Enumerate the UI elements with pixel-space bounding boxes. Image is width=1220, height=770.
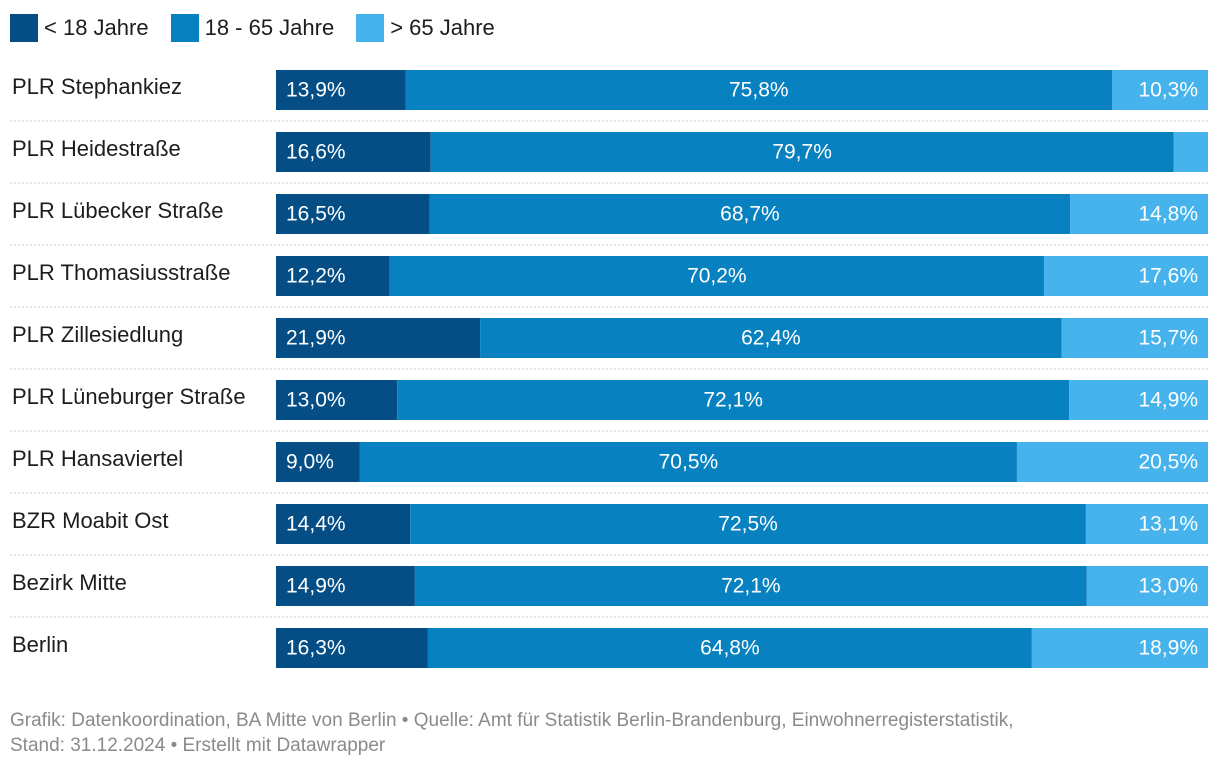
- data-label: 20,5%: [1138, 451, 1198, 474]
- bar-segment-2: [1043, 256, 1208, 296]
- stacked-bar-chart: PLR Stephankiez 13,9% 75,8% 10,3% PLR Heides…: [10, 70, 1208, 668]
- legend-item-2: > 65 Jahre: [356, 14, 495, 42]
- bar-row: PLR Lübecker Straße 16,5% 68,7% 14,8%: [10, 194, 1208, 246]
- bar-row: PLR Heidestraße 16,6% 79,7%: [10, 132, 1208, 184]
- bar-segment-1: [430, 132, 1174, 172]
- bar-row: PLR Lüneburger Straße 13,0% 72,1% 14,9%: [10, 380, 1208, 432]
- bar-segment-1: [405, 70, 1113, 110]
- bar-segment-0: [276, 194, 430, 234]
- data-label: 16,3%: [286, 637, 346, 660]
- category-label: PLR Lübecker Straße: [12, 198, 224, 223]
- data-label: 9,0%: [286, 451, 334, 474]
- bar-segment-2: [1086, 566, 1208, 606]
- category-label: PLR Lüneburger Straße: [12, 384, 246, 409]
- bar-segment-0: [276, 70, 406, 110]
- data-label: 21,9%: [286, 327, 346, 350]
- data-label: 14,9%: [1138, 389, 1198, 412]
- data-label: 14,4%: [286, 513, 346, 536]
- data-label: 16,5%: [286, 203, 346, 226]
- bar-row: PLR Zillesiedlung 21,9% 62,4% 15,7%: [10, 318, 1208, 370]
- bar-row: PLR Stephankiez 13,9% 75,8% 10,3%: [10, 70, 1208, 122]
- data-label: 70,5%: [659, 451, 719, 474]
- bar-row: PLR Hansaviertel 9,0% 70,5% 20,5%: [10, 442, 1208, 494]
- data-label: 18,9%: [1138, 637, 1198, 660]
- bar-segment-1: [414, 566, 1087, 606]
- bar-segment-2: [1061, 318, 1208, 358]
- data-label: 17,6%: [1138, 265, 1198, 288]
- legend-swatch: [10, 14, 38, 42]
- category-label: PLR Heidestraße: [12, 136, 181, 161]
- bar-segment-0: [276, 442, 360, 482]
- bar-row: Bezirk Mitte 14,9% 72,1% 13,0%: [10, 566, 1208, 618]
- data-label: 12,2%: [286, 265, 346, 288]
- bar-segment-2: [1069, 380, 1208, 420]
- bar-segment-0: [276, 256, 390, 296]
- bar-segment-2: [1031, 628, 1208, 668]
- bar-segment-1: [359, 442, 1017, 482]
- data-label: 14,9%: [286, 575, 346, 598]
- legend-item-1: 18 - 65 Jahre: [170, 14, 335, 42]
- bar-segment-1: [480, 318, 1062, 358]
- legend-label: < 18 Jahre: [44, 15, 149, 40]
- bar-segment-0: [276, 628, 428, 668]
- bar-segment-0: [276, 380, 398, 420]
- bar-segment-1: [397, 380, 1070, 420]
- category-label: PLR Hansaviertel: [12, 446, 183, 471]
- bar-row: BZR Moabit Ost 14,4% 72,5% 13,1%: [10, 504, 1208, 556]
- data-label: 13,0%: [1138, 575, 1198, 598]
- category-label: PLR Zillesiedlung: [12, 322, 183, 347]
- data-label: 14,8%: [1138, 203, 1198, 226]
- bar-segment-1: [429, 194, 1071, 234]
- chart-footer: Grafik: Datenkoordination, BA Mitte von …: [10, 708, 1210, 758]
- legend-item-0: < 18 Jahre: [10, 14, 149, 42]
- bar-segment-2: [1085, 504, 1208, 544]
- data-label: 62,4%: [741, 327, 801, 350]
- footer-date-line: Stand: 31.12.2024 • Erstellt mit Datawra…: [10, 735, 386, 756]
- data-label: 13,9%: [286, 79, 346, 102]
- bar-segment-0: [276, 504, 411, 544]
- data-label: 16,6%: [286, 141, 346, 164]
- legend-swatch: [170, 14, 199, 42]
- legend: < 18 Jahre 18 - 65 Jahre > 65 Jahre: [10, 12, 517, 44]
- category-label: PLR Thomasiusstraße: [12, 260, 230, 285]
- bar-segment-0: [276, 132, 431, 172]
- legend-swatch: [356, 14, 385, 42]
- category-label: Bezirk Mitte: [12, 570, 127, 595]
- bar-segment-0: [276, 566, 415, 606]
- bar-segment-2: [1173, 132, 1208, 172]
- data-label: 15,7%: [1138, 327, 1198, 350]
- category-label: PLR Stephankiez: [12, 74, 182, 99]
- data-label: 68,7%: [720, 203, 780, 226]
- bar-segment-0: [276, 318, 481, 358]
- legend-label: 18 - 65 Jahre: [204, 15, 335, 40]
- bar-segment-1: [410, 504, 1086, 544]
- bar-segment-1: [427, 628, 1032, 668]
- bar-segment-1: [389, 256, 1044, 296]
- category-label: BZR Moabit Ost: [12, 508, 168, 533]
- data-label: 72,5%: [718, 513, 778, 536]
- legend-label: > 65 Jahre: [390, 15, 495, 40]
- bar-row: Berlin 16,3% 64,8% 18,9%: [12, 628, 1208, 668]
- category-label: Berlin: [12, 632, 68, 657]
- data-label: 13,0%: [286, 389, 346, 412]
- bar-segment-2: [1070, 194, 1208, 234]
- bar-segment-2: [1016, 442, 1208, 482]
- data-label: 64,8%: [700, 637, 760, 660]
- data-label: 79,7%: [772, 141, 832, 164]
- data-label: 72,1%: [703, 389, 763, 412]
- data-label: 72,1%: [721, 575, 781, 598]
- bar-row: PLR Thomasiusstraße 12,2% 70,2% 17,6%: [10, 256, 1208, 308]
- data-label: 70,2%: [687, 265, 747, 288]
- footer-source-line: Grafik: Datenkoordination, BA Mitte von …: [10, 710, 1014, 731]
- data-label: 10,3%: [1138, 79, 1198, 102]
- bar-segment-2: [1112, 70, 1208, 110]
- data-label: 13,1%: [1138, 513, 1198, 536]
- data-label: 75,8%: [729, 79, 789, 102]
